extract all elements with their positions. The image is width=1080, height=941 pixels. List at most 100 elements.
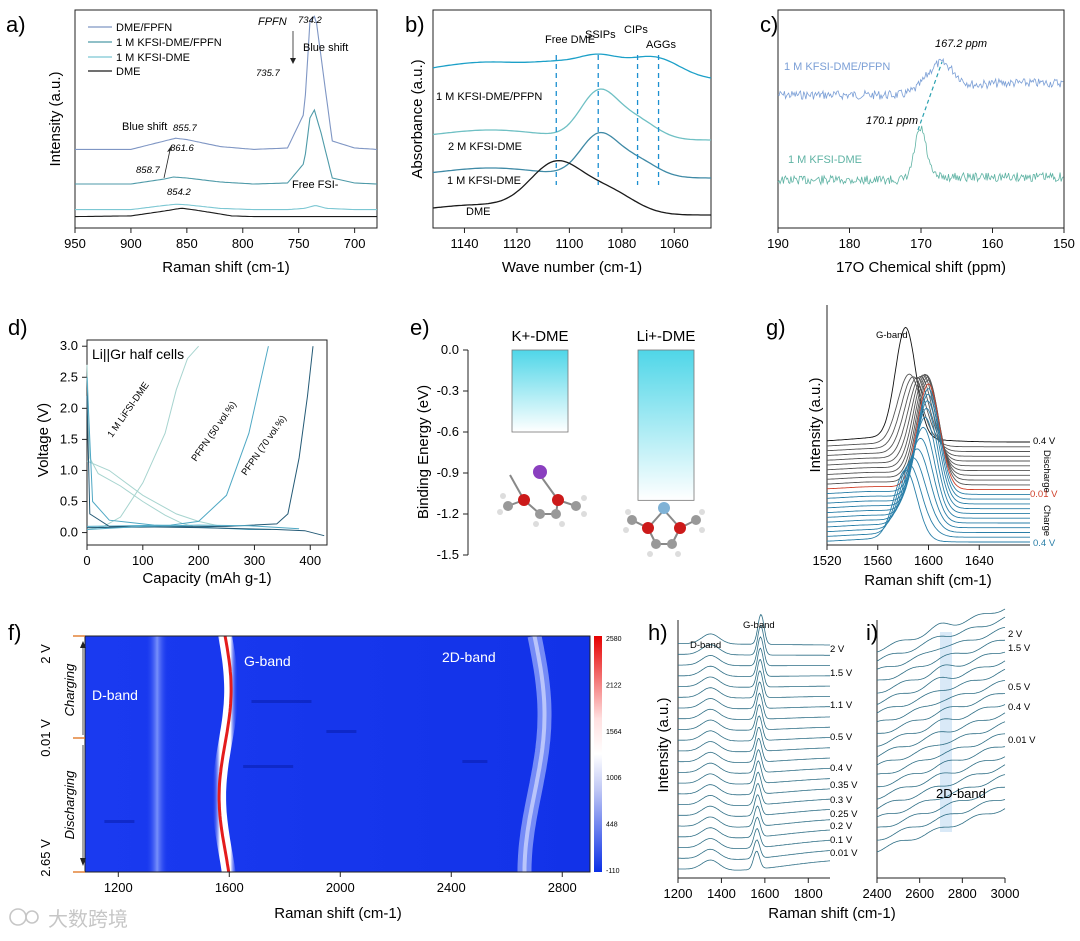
b-tick-label: 1060 [660, 236, 689, 251]
d-x-tick-label: 0 [83, 553, 90, 568]
panel-i-series [876, 608, 1006, 853]
d-series-line [86, 377, 272, 530]
b-tick-label: 1120 [503, 236, 531, 251]
a-ann-735: 735.7 [256, 68, 280, 79]
a-ann-854: 854.2 [167, 187, 191, 198]
f-label-dband: D-band [92, 687, 138, 703]
g-label-gband: G-band [876, 330, 908, 341]
h-series-line [678, 692, 831, 720]
d-x-tick-label: 200 [188, 553, 210, 568]
panel-b-series [432, 53, 712, 216]
h-voltage-label: 2 V [830, 644, 845, 655]
f-tick-label: 2000 [326, 880, 355, 895]
d-x-tick-label: 300 [244, 553, 266, 568]
h-series-line [678, 727, 830, 753]
i-series-line [876, 627, 1006, 670]
panel-e: e) 0.0 -0.3 -0.6 -0.9 -1.2 -1.5 Binding Energ… [410, 315, 705, 562]
heatmap-bands [104, 634, 552, 873]
b-series-line [432, 131, 711, 179]
colorbar-tick-label: -110 [606, 868, 620, 875]
h-series-line [678, 659, 830, 688]
h-tick-label: 1400 [707, 886, 736, 901]
panel-f: f) 2580 2122 1564 1006 448 -110 1200 1600 2000 2… [8, 620, 622, 922]
f-tick-label: 1600 [215, 880, 244, 895]
i-tick-label: 2600 [905, 886, 934, 901]
f-tick-label: 2800 [548, 880, 577, 895]
panel-g: g) 1520 1560 1600 1640 Raman shift (cm-1) I… [766, 305, 1058, 589]
colorbar-tick-label: 448 [606, 822, 618, 829]
panel-e-y-ticks: 0.0 -0.3 -0.6 -0.9 -1.2 -1.5 [437, 342, 468, 562]
h-voltage-label: 0.35 V [830, 780, 858, 791]
e-bar [511, 349, 569, 433]
g-series-line [826, 376, 1030, 452]
watermark-text: 大数跨境 [48, 908, 128, 931]
e-y-tick-label: -1.5 [437, 547, 459, 562]
f-tick-label: 2400 [437, 880, 466, 895]
i-tick-label: 2400 [863, 886, 892, 901]
panel-d-series [86, 345, 325, 537]
h-series-line [678, 614, 830, 646]
h-tick-label: 1600 [750, 886, 779, 901]
panel-c-letter: c) [760, 12, 778, 37]
h-label-dband: D-band [690, 640, 721, 651]
i-series-line [876, 786, 1006, 828]
panel-b-ylabel: Absorbance (a.u.) [409, 59, 426, 178]
i-label-2dband: 2D-band [936, 786, 986, 801]
panel-a-frame [74, 9, 378, 229]
panel-g-series [826, 326, 1030, 543]
g-series-line [827, 373, 1030, 448]
shared-xlabel-hi: Raman shift (cm-1) [768, 905, 896, 922]
h-series-line [678, 805, 831, 828]
panel-d-letter: d) [8, 315, 28, 340]
panel-c-series [777, 57, 1064, 186]
li-dme-molecule [623, 502, 705, 557]
h-series-line [678, 703, 830, 731]
h-series-line [678, 839, 831, 860]
d-y-tick-label: 0.0 [60, 525, 78, 540]
b-tick-label: 1100 [555, 236, 583, 251]
panel-i-voltage-labels: 2 V 1.5 V 0.5 V 0.4 V 0.01 V [1008, 629, 1036, 746]
c-series-line [777, 57, 1064, 101]
panel-f-letter: f) [8, 620, 21, 645]
h-voltage-label: 0.1 V [830, 835, 853, 846]
heatmap-streak [462, 760, 488, 763]
panel-i-letter: i) [866, 620, 878, 645]
panel-h-series [677, 614, 831, 871]
heatmap-g-band-core [217, 635, 233, 873]
i-series-line [876, 660, 1006, 705]
d-y-tick-label: 1.0 [60, 462, 78, 477]
g-label-04top: 0.4 V [1033, 436, 1056, 447]
i-series-line [876, 808, 1006, 853]
e-y-tick-label: -0.6 [437, 424, 459, 439]
panel-h-letter: h) [648, 620, 668, 645]
g-label-discharge: Discharge [1041, 450, 1052, 493]
g-series-line [826, 469, 1030, 543]
c-tick-label: 170 [910, 236, 932, 251]
h-voltage-label: 1.5 V [830, 668, 853, 679]
c-series-line [777, 125, 1064, 186]
f-ylabel-001: 0.01 V [38, 719, 53, 757]
heatmap-streak [251, 700, 312, 703]
panel-a-legend: DME/FPFN 1 M KFSI-DME/FPFN 1 M KFSI-DME … [88, 22, 222, 78]
a-series-line [75, 15, 378, 150]
a-series-line [75, 203, 377, 211]
heatmap-2d-band-core [522, 635, 547, 872]
panel-f-x-ticks: 1200 1600 2000 2400 2800 [104, 872, 577, 895]
g-label-001: 0.01 V [1030, 489, 1058, 500]
d-series-line [86, 346, 314, 529]
d-series-line [86, 346, 269, 527]
c-ann-170: 170.1 ppm [866, 115, 918, 127]
h-series-line [678, 625, 830, 656]
a-tick-label: 800 [232, 236, 254, 251]
legend-dme-fpfn: DME/FPFN [116, 22, 172, 34]
i-series-line [876, 639, 1006, 681]
i-series-line [876, 616, 1006, 662]
panel-c-xlabel: 17O Chemical shift (ppm) [836, 259, 1006, 276]
i-series-line [877, 746, 1006, 788]
g-label-04bot: 0.4 V [1033, 538, 1056, 549]
b-reference-label: CIPs [624, 24, 648, 36]
a-ann-855: 855.7 [173, 123, 197, 134]
panel-h: h) 1200 1400 1600 1800 Intensity (a.u.) 2 V… [648, 614, 858, 901]
a-ann-blueshift-right: Blue shift [303, 42, 348, 54]
heatmap-d-band [146, 636, 169, 872]
